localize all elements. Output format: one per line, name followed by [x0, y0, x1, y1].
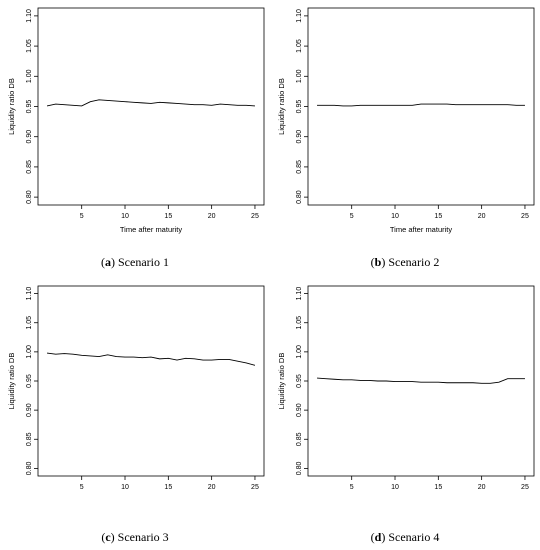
- x-axis-label: Time after maturity: [390, 225, 452, 234]
- chart-b-caption: (b) Scenario 2: [370, 255, 440, 269]
- chart-a-caption-letter: a: [105, 255, 111, 269]
- y-tick-label: 1.00: [296, 69, 303, 83]
- chart-d-caption: (d) Scenario 4: [370, 530, 440, 544]
- y-tick-label: 0.95: [296, 374, 303, 388]
- chart-panel-d: 5 10 15 20 25 0.80 0.85 0.90 0.95 1.00 1.05 1.10 Liq…: [270, 278, 540, 550]
- y-tick-label: 0.85: [296, 160, 303, 174]
- x-tick-label: 5: [80, 213, 84, 220]
- x-tick-label: 25: [521, 213, 529, 220]
- y-tick-label: 0.90: [296, 403, 303, 417]
- x-tick-label: 20: [478, 484, 486, 491]
- series-line: [317, 103, 525, 107]
- y-axis-label: Liquidity ratio DB: [277, 78, 286, 135]
- x-tick-label: 20: [478, 213, 486, 220]
- y-tick-label: 0.85: [296, 432, 303, 446]
- plot-frame: [37, 285, 265, 477]
- y-tick-label: 1.00: [26, 69, 33, 83]
- y-tick-label: 1.00: [296, 345, 303, 359]
- chart-c-svg: 5 10 15 20 25 0.80 0.85 0.90 0.95 1.00 1.05 1.10 Liq…: [7, 285, 265, 491]
- series-line: [317, 377, 525, 384]
- series-line: [46, 99, 255, 107]
- x-tick-label: 15: [434, 484, 442, 491]
- chart-d-caption-text: Scenario 4: [385, 530, 440, 544]
- y-tick-label: 1.05: [296, 316, 303, 330]
- x-tick-label: 20: [208, 484, 216, 491]
- x-tick-label: 5: [350, 484, 354, 491]
- plot-frame: [37, 7, 265, 206]
- y-tick-label: 1.05: [26, 39, 33, 53]
- y-tick-label: 1.10: [296, 287, 303, 301]
- y-tick-label: 1.05: [26, 316, 33, 330]
- y-tick-label: 0.85: [26, 160, 33, 174]
- x-tick-label: 25: [521, 484, 529, 491]
- y-tick-label: 0.80: [296, 461, 303, 475]
- y-axis-label: Liquidity ratio DB: [7, 78, 16, 135]
- x-tick-label: 10: [121, 484, 129, 491]
- x-tick-label: 15: [164, 484, 172, 491]
- chart-c-caption-text: Scenario 3: [114, 530, 169, 544]
- x-tick-label: 25: [251, 213, 259, 220]
- y-tick-label: 0.95: [26, 100, 33, 114]
- y-tick-label: 1.05: [296, 39, 303, 53]
- chart-c-caption: (c) Scenario 3: [101, 530, 169, 544]
- plot-frame: [307, 7, 535, 206]
- y-tick-label: 0.90: [26, 130, 33, 144]
- x-tick-label: 10: [121, 213, 129, 220]
- y-tick-label: 1.00: [26, 345, 33, 359]
- x-tick-label: 5: [80, 484, 84, 491]
- chart-d-svg: 5 10 15 20 25 0.80 0.85 0.90 0.95 1.00 1.05 1.10 Liq…: [277, 285, 535, 491]
- x-tick-label: 5: [350, 213, 354, 220]
- y-tick-label: 1.10: [296, 9, 303, 23]
- x-tick-label: 15: [434, 213, 442, 220]
- series-line: [46, 352, 256, 366]
- y-tick-label: 0.90: [296, 130, 303, 144]
- chart-a-svg: 5 10 15 20 25 0.80 0.85 0.90 0.95 1.00 1.05 1.10 Tim…: [7, 7, 265, 234]
- x-axis-label: Time after maturity: [120, 225, 182, 234]
- x-tick-label: 25: [251, 484, 259, 491]
- y-tick-label: 0.95: [26, 374, 33, 388]
- plot-frame: [307, 285, 535, 477]
- y-tick-label: 0.90: [26, 403, 33, 417]
- x-tick-label: 15: [164, 213, 172, 220]
- x-tick-label: 10: [391, 213, 399, 220]
- chart-panel-c: 5 10 15 20 25 0.80 0.85 0.90 0.95 1.00 1.05 1.10 Liq…: [0, 278, 270, 550]
- y-tick-label: 1.10: [26, 9, 33, 23]
- y-tick-label: 0.80: [26, 190, 33, 204]
- chart-d-caption-letter: d: [374, 530, 382, 544]
- chart-panel-b: 5 10 15 20 25 0.80 0.85 0.90 0.95 1.00 1.05 1.10 Tim…: [270, 0, 540, 275]
- y-tick-label: 1.10: [26, 287, 33, 301]
- chart-b-svg: 5 10 15 20 25 0.80 0.85 0.90 0.95 1.00 1.05 1.10 Tim…: [277, 7, 535, 234]
- chart-b-caption-letter: b: [374, 255, 382, 269]
- chart-panel-a: 5 10 15 20 25 0.80 0.85 0.90 0.95 1.00 1.05 1.10 Tim…: [0, 0, 270, 275]
- y-tick-label: 0.80: [296, 190, 303, 204]
- y-tick-label: 0.85: [26, 432, 33, 446]
- y-tick-label: 0.80: [26, 461, 33, 475]
- chart-b-caption-text: Scenario 2: [385, 255, 440, 269]
- chart-a-caption-text: Scenario 1: [115, 255, 169, 269]
- y-axis-label: Liquidity ratio DB: [7, 353, 16, 410]
- y-tick-label: 0.95: [296, 100, 303, 114]
- x-tick-label: 10: [391, 484, 399, 491]
- chart-c-caption-letter: c: [105, 530, 111, 544]
- chart-a-caption: (a) Scenario 1: [101, 255, 169, 269]
- y-axis-label: Liquidity ratio DB: [277, 353, 286, 410]
- x-tick-label: 20: [208, 213, 216, 220]
